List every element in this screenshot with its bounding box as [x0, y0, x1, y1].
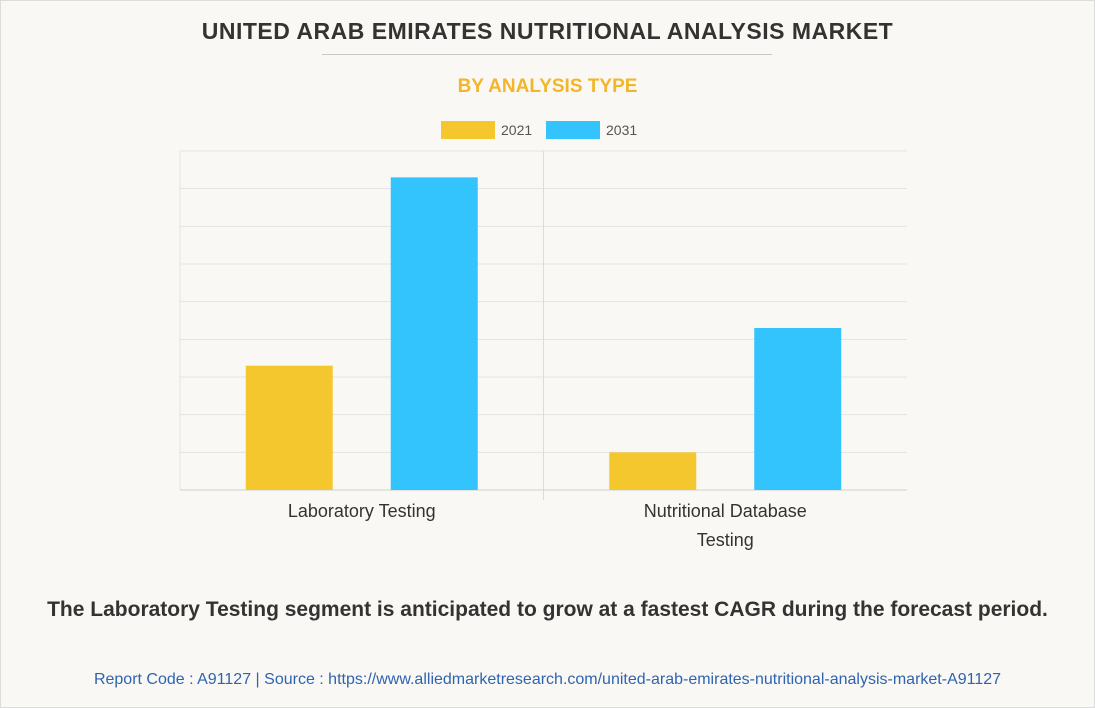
legend-label-2021: 2021 [501, 122, 533, 138]
source-footer[interactable]: Report Code : A91127 | Source : https://… [93, 671, 1002, 688]
legend-swatch-2031 [546, 121, 600, 139]
legend-swatch-2021 [441, 121, 495, 139]
chart-title: UNITED ARAB EMIRATES NUTRITIONAL ANALYSI… [201, 18, 894, 44]
x-tick-label: Testing [697, 530, 754, 550]
x-tick-label: Nutritional Database [644, 501, 807, 521]
chart-caption: The Laboratory Testing segment is antici… [47, 598, 1048, 621]
chart-subtitle: BY ANALYSIS TYPE [457, 76, 638, 97]
chart-legend: 2021 2031 [0, 120, 1095, 140]
bar-2021-1 [609, 452, 697, 490]
x-tick-label: Laboratory Testing [288, 501, 436, 521]
legend-label-2031: 2031 [606, 122, 638, 138]
bar-2031-0 [390, 177, 478, 490]
bar-2021-0 [245, 365, 333, 490]
bar-2031-1 [754, 328, 842, 490]
title-underline [322, 54, 772, 55]
